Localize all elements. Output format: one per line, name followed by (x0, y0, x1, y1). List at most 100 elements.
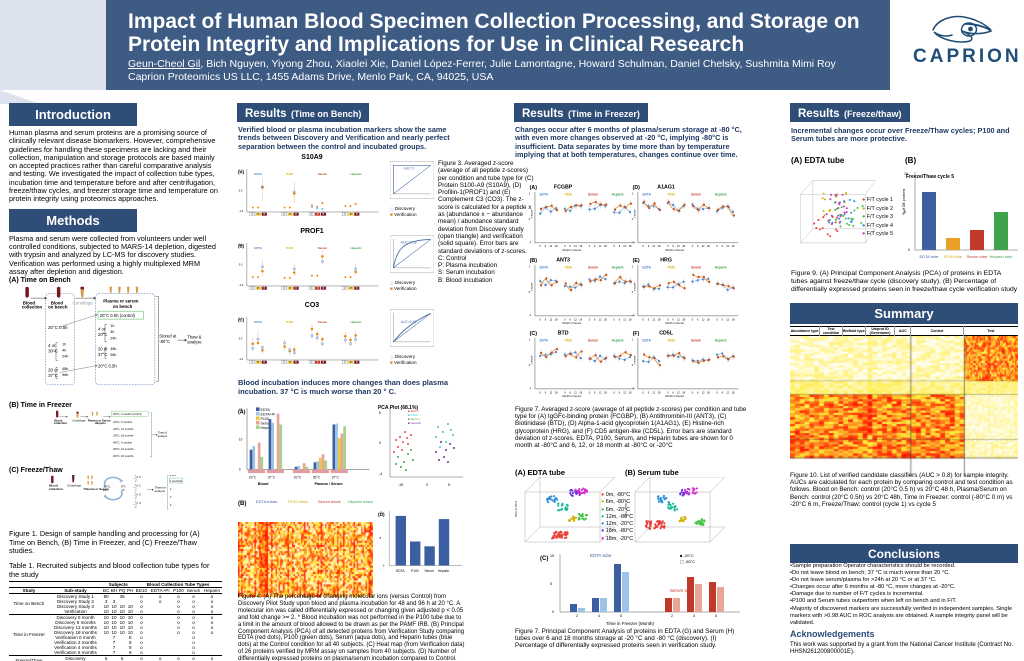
svg-text:P100: P100 (668, 192, 676, 196)
svg-text:0: 0 (383, 563, 385, 567)
svg-text:5: 5 (448, 483, 450, 487)
svg-text:on bench: on bench (48, 305, 68, 310)
svg-text:-80°C: -80°C (159, 339, 170, 344)
svg-text:Thaw &: Thaw & (187, 335, 201, 340)
svg-text:0: 0 (564, 317, 566, 321)
svg-text:18: 18 (579, 390, 582, 394)
svg-text:C: C (283, 213, 285, 216)
svg-text:37°C: 37°C (98, 352, 107, 357)
svg-text:20 or: 20 or (48, 368, 58, 373)
svg-text:1: 1 (632, 191, 634, 195)
svg-text:BTD: BTD (558, 330, 569, 336)
svg-text:8: 8 (380, 536, 382, 540)
svg-text:12: 12 (726, 244, 729, 248)
svg-text:AUC=0.82: AUC=0.82 (401, 320, 417, 324)
svg-text:EDTA: EDTA (643, 192, 652, 196)
svg-text:C: C (283, 287, 285, 290)
svg-text:6: 6 (715, 614, 717, 618)
svg-text:C: C (311, 287, 313, 290)
svg-text:Heparin: Heparin (350, 172, 361, 176)
svg-text:6: 6 (697, 317, 699, 321)
svg-text:Heparin: Heparin (715, 338, 727, 342)
svg-text:12: 12 (652, 390, 655, 394)
svg-text:EDTA tube: EDTA tube (919, 254, 939, 259)
svg-text:20°C: 20°C (249, 476, 257, 480)
svg-text:12: 12 (623, 390, 626, 394)
svg-text:4h: 4h (62, 349, 66, 353)
svg-text:1: 1 (632, 338, 634, 342)
svg-text:35°C: 35°C (313, 476, 321, 480)
svg-text:12: 12 (677, 390, 680, 394)
svg-text:■ Heparin: ■ Heparin (408, 421, 421, 425)
svg-text:0: 0 (613, 244, 615, 248)
svg-text:-20°C, 6 months: -20°C, 6 months (113, 420, 133, 424)
svg-text:Heparin: Heparin (350, 246, 361, 250)
svg-text:Plasma or serum: Plasma or serum (103, 299, 138, 304)
svg-text:6: 6 (594, 390, 596, 394)
svg-text:3: 3 (170, 495, 172, 499)
svg-text:Serum: Serum (588, 265, 598, 269)
svg-text:EDTA: EDTA (643, 265, 652, 269)
svg-text:Time in Freezer (Month): Time in Freezer (Month) (606, 621, 655, 626)
svg-text:6: 6 (697, 244, 699, 248)
svg-text:12: 12 (702, 390, 705, 394)
svg-text:z-score: z-score (632, 209, 636, 218)
svg-text:P100: P100 (668, 338, 676, 342)
svg-text:18: 18 (555, 244, 558, 248)
svg-text:12: 12 (702, 317, 705, 321)
svg-text:(D): (D) (633, 185, 641, 191)
svg-text:P100: P100 (261, 417, 269, 421)
svg-text:0: 0 (642, 390, 644, 394)
svg-text:6: 6 (569, 244, 571, 248)
svg-text:0: 0 (540, 390, 542, 394)
svg-text:EDTA+Pi: EDTA+Pi (261, 413, 276, 417)
svg-text:× 0: × 0 (137, 475, 142, 479)
svg-text:0: 0 (642, 244, 644, 248)
svg-text:12: 12 (549, 390, 552, 394)
svg-text:0: 0 (667, 244, 669, 248)
svg-text:18: 18 (682, 244, 685, 248)
svg-text:-80°C, 0 month (control): -80°C, 0 month (control) (113, 412, 142, 416)
svg-text:-1.0: -1.0 (239, 209, 244, 213)
svg-text:-20°C, 12 months: -20°C, 12 months (113, 427, 135, 431)
svg-text:0: 0 (589, 244, 591, 248)
svg-text:Serum: Serum (691, 338, 701, 342)
svg-text:12: 12 (574, 317, 577, 321)
svg-text:20°C 0.5h (control): 20°C 0.5h (control) (100, 313, 136, 318)
svg-text:0: 0 (716, 244, 718, 248)
svg-text:20°C 0.5h: 20°C 0.5h (98, 363, 117, 368)
svg-text:18: 18 (579, 317, 582, 321)
svg-text:18: 18 (658, 390, 661, 394)
svg-text:Serum tube: Serum tube (967, 254, 988, 259)
svg-text:EDTA: EDTA (254, 246, 263, 250)
svg-text:C: C (344, 287, 346, 290)
svg-text:6: 6 (648, 390, 650, 394)
svg-text:P100: P100 (411, 569, 419, 573)
svg-text:6: 6 (545, 317, 547, 321)
svg-text:2: 2 (671, 614, 673, 618)
svg-text:4 or: 4 or (98, 327, 106, 332)
svg-text:P100: P100 (286, 172, 293, 176)
svg-text:Heparin: Heparin (612, 265, 624, 269)
svg-text:30°C: 30°C (48, 349, 58, 354)
svg-text:Heparin tubes: Heparin tubes (348, 499, 373, 504)
svg-text:12: 12 (726, 390, 729, 394)
svg-text:Month in freezer: Month in freezer (665, 248, 684, 252)
svg-text:EDTA: EDTA (261, 408, 271, 412)
svg-text:Heparin: Heparin (350, 320, 361, 324)
svg-text:6: 6 (722, 390, 724, 394)
svg-text:Stored at: Stored at (159, 334, 177, 339)
svg-text:z-score: z-score (529, 355, 533, 364)
svg-text:0: 0 (589, 390, 591, 394)
svg-text:C: C (311, 213, 313, 216)
svg-text:ANT3: ANT3 (556, 257, 570, 263)
svg-text:6: 6 (620, 614, 622, 618)
svg-text:0: 0 (426, 483, 428, 487)
svg-text:C: C (283, 361, 285, 364)
svg-text:P100: P100 (565, 338, 573, 342)
svg-text:z-score: z-score (529, 209, 533, 218)
svg-text:-1: -1 (529, 240, 532, 244)
svg-text:EDTA: EDTA (396, 569, 405, 573)
svg-text:C: C (252, 287, 254, 290)
svg-text:0: 0 (667, 390, 669, 394)
